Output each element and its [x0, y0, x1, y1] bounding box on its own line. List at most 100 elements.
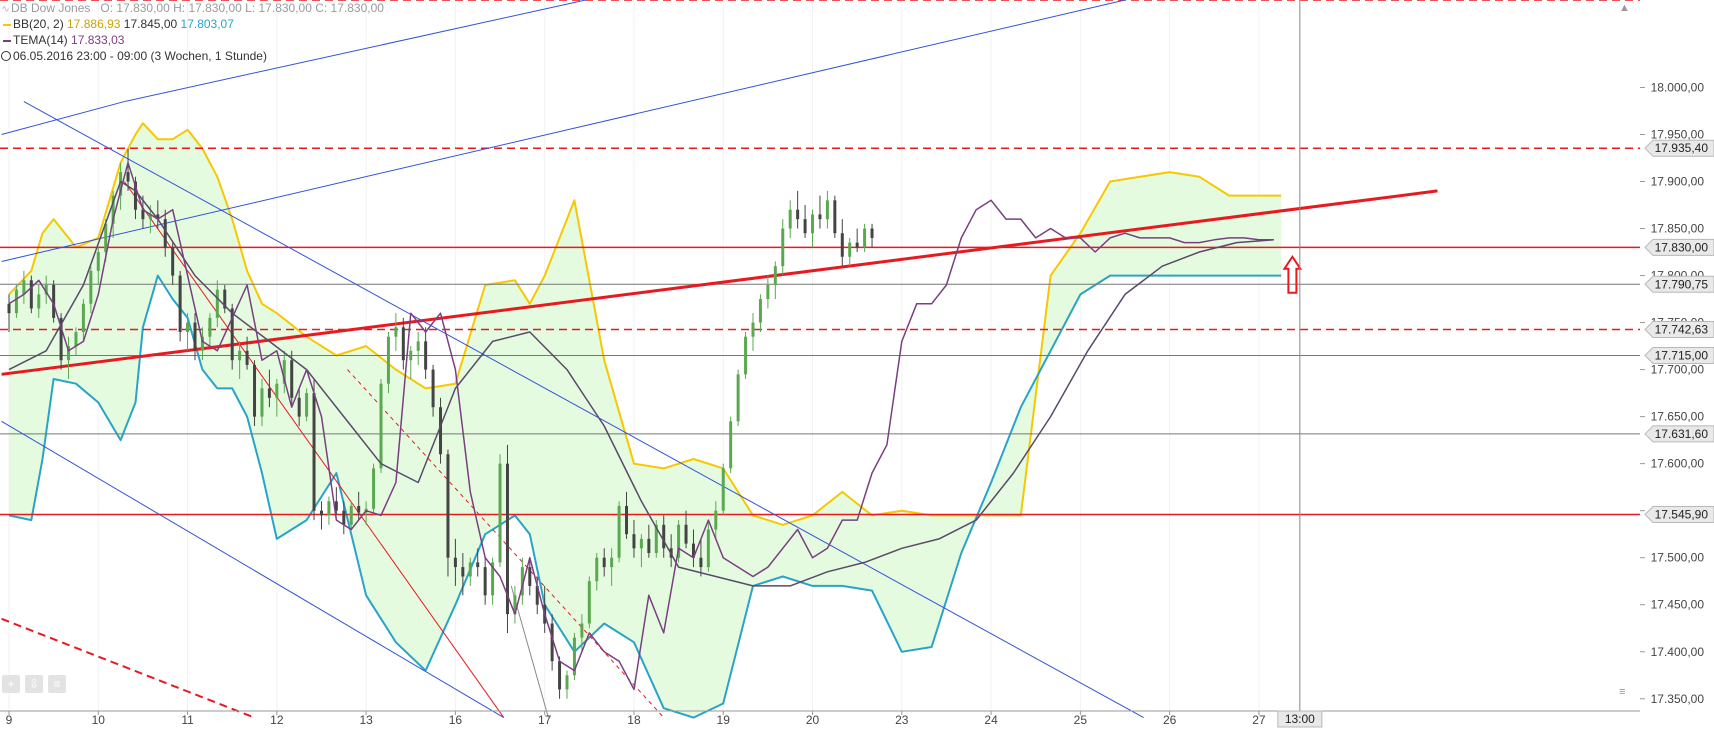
x-tick-label: 16: [449, 713, 463, 727]
candle-body: [580, 623, 584, 638]
candle-body: [81, 303, 85, 332]
legend-tema-row[interactable]: TEMA(14) 17.833,03: [0, 32, 384, 48]
legend-ohlc: O: 17.830,00 H: 17.830,00 L: 17.830,00 C…: [100, 1, 384, 15]
menu-icon[interactable]: ≡: [48, 675, 66, 693]
candle-body: [386, 336, 390, 384]
candle-body: [416, 341, 420, 351]
x-tick-label: 27: [1252, 713, 1266, 727]
candle-body: [848, 242, 852, 257]
scroll-down-icon[interactable]: ≡: [1619, 686, 1626, 698]
candle-body: [111, 195, 115, 224]
candle-body: [297, 397, 301, 417]
price-levels: [0, 0, 1640, 516]
x-tick-label: 17: [538, 713, 552, 727]
candle-body: [602, 557, 606, 568]
scroll-up-icon[interactable]: ▲: [1619, 2, 1630, 14]
tema-swatch-icon: [3, 39, 11, 42]
candle-body: [684, 524, 688, 544]
candle-body: [833, 200, 837, 234]
candle-body: [617, 505, 621, 558]
candle-body: [677, 524, 681, 558]
candle-body: [193, 322, 197, 351]
zoom-in-icon[interactable]: +: [2, 675, 20, 693]
candle-body: [104, 223, 108, 253]
candle-body: [796, 209, 800, 220]
candle-body: [44, 284, 48, 295]
cursor-time-badge: [1277, 710, 1323, 728]
bollinger-fill: [9, 123, 1282, 718]
x-tick-label: 10: [92, 713, 106, 727]
candle-body: [468, 562, 472, 577]
candle-body: [401, 327, 405, 361]
candle-body: [74, 331, 78, 347]
candle-body: [610, 557, 614, 568]
candle-body: [126, 172, 130, 182]
candle-body: [431, 369, 435, 408]
candle-body: [647, 538, 651, 553]
price-level-label: 17.830,00: [1655, 240, 1709, 254]
candle-body: [245, 350, 249, 365]
y-tick-label: 17.450,00: [1651, 598, 1705, 612]
candle-body: [736, 374, 740, 422]
candle-body: [818, 214, 822, 220]
candle-body: [699, 557, 703, 568]
x-tick-label: 18: [627, 713, 641, 727]
candle-body: [706, 529, 710, 568]
candle-body: [803, 219, 807, 234]
price-level-label: 17.715,00: [1655, 349, 1709, 363]
clock-icon: [1, 51, 11, 61]
x-tick-label: 13: [359, 713, 373, 727]
candle-body: [342, 510, 346, 525]
y-tick-label: 17.350,00: [1651, 692, 1705, 706]
x-tick-label: 24: [984, 713, 998, 727]
candle-body: [811, 214, 815, 234]
x-tick-label: 11: [181, 713, 194, 727]
trend-line: [124, 0, 586, 103]
bollinger-upper-line: [8, 122, 1282, 526]
legend-bb-row[interactable]: BB(20, 2) 17.886,93 17.845,00 17.803,07: [0, 16, 384, 32]
candle-body: [208, 317, 212, 337]
bb-swatch-icon: [3, 23, 11, 26]
candle-body: [319, 510, 323, 516]
trend-line: [23, 101, 1144, 719]
candle-body: [379, 383, 383, 469]
candle-body: [156, 214, 160, 220]
price-level-badge: [1644, 275, 1714, 293]
candle-body: [89, 270, 93, 304]
download-icon[interactable]: ⇩: [25, 675, 43, 693]
candle-body: [238, 350, 242, 361]
candle-body: [260, 388, 264, 417]
tema-lines: [8, 161, 1274, 691]
candle-body: [639, 538, 643, 549]
candle-body: [766, 284, 770, 300]
y-axis: 18.000,00 17.950,00 17.900,00 17.850,00 17.8…: [1640, 80, 1714, 706]
candle-body: [461, 567, 465, 577]
chart-nav-buttons: + ⇩ ≡: [2, 675, 71, 693]
x-tick-label: 20: [806, 713, 820, 727]
candle-body: [7, 303, 11, 314]
candle-body: [275, 383, 279, 398]
y-tick-label: 17.950,00: [1651, 127, 1705, 141]
candle-body: [52, 284, 56, 318]
candle-body: [119, 172, 123, 196]
candle-body: [215, 289, 219, 318]
candle-body: [282, 360, 286, 384]
legend-tema-label: TEMA(14): [13, 33, 68, 47]
candle-body: [625, 505, 629, 535]
up-arrow-marker: [1282, 254, 1303, 294]
x-tick-label: 26: [1163, 713, 1177, 727]
legend-period: 06.05.2016 23:00 - 09:00 (3 Wochen, 1 St…: [13, 49, 267, 63]
candle-body: [870, 228, 874, 238]
candle-body: [528, 567, 532, 586]
bollinger-bands: [8, 122, 1282, 719]
candle-body: [290, 360, 294, 398]
candle-body: [67, 346, 71, 361]
candle-body: [691, 543, 695, 558]
price-level-label: 17.742,63: [1655, 323, 1709, 337]
candle-body: [520, 567, 524, 596]
legend-instrument-row: ∿DB Dow Jones O: 17.830,00 H: 17.830,00 …: [0, 0, 384, 16]
legend-bb-lower: 17.803,07: [180, 17, 234, 31]
y-tick-label: 17.900,00: [1651, 175, 1705, 189]
legend-instrument: DB Dow Jones: [11, 1, 91, 15]
